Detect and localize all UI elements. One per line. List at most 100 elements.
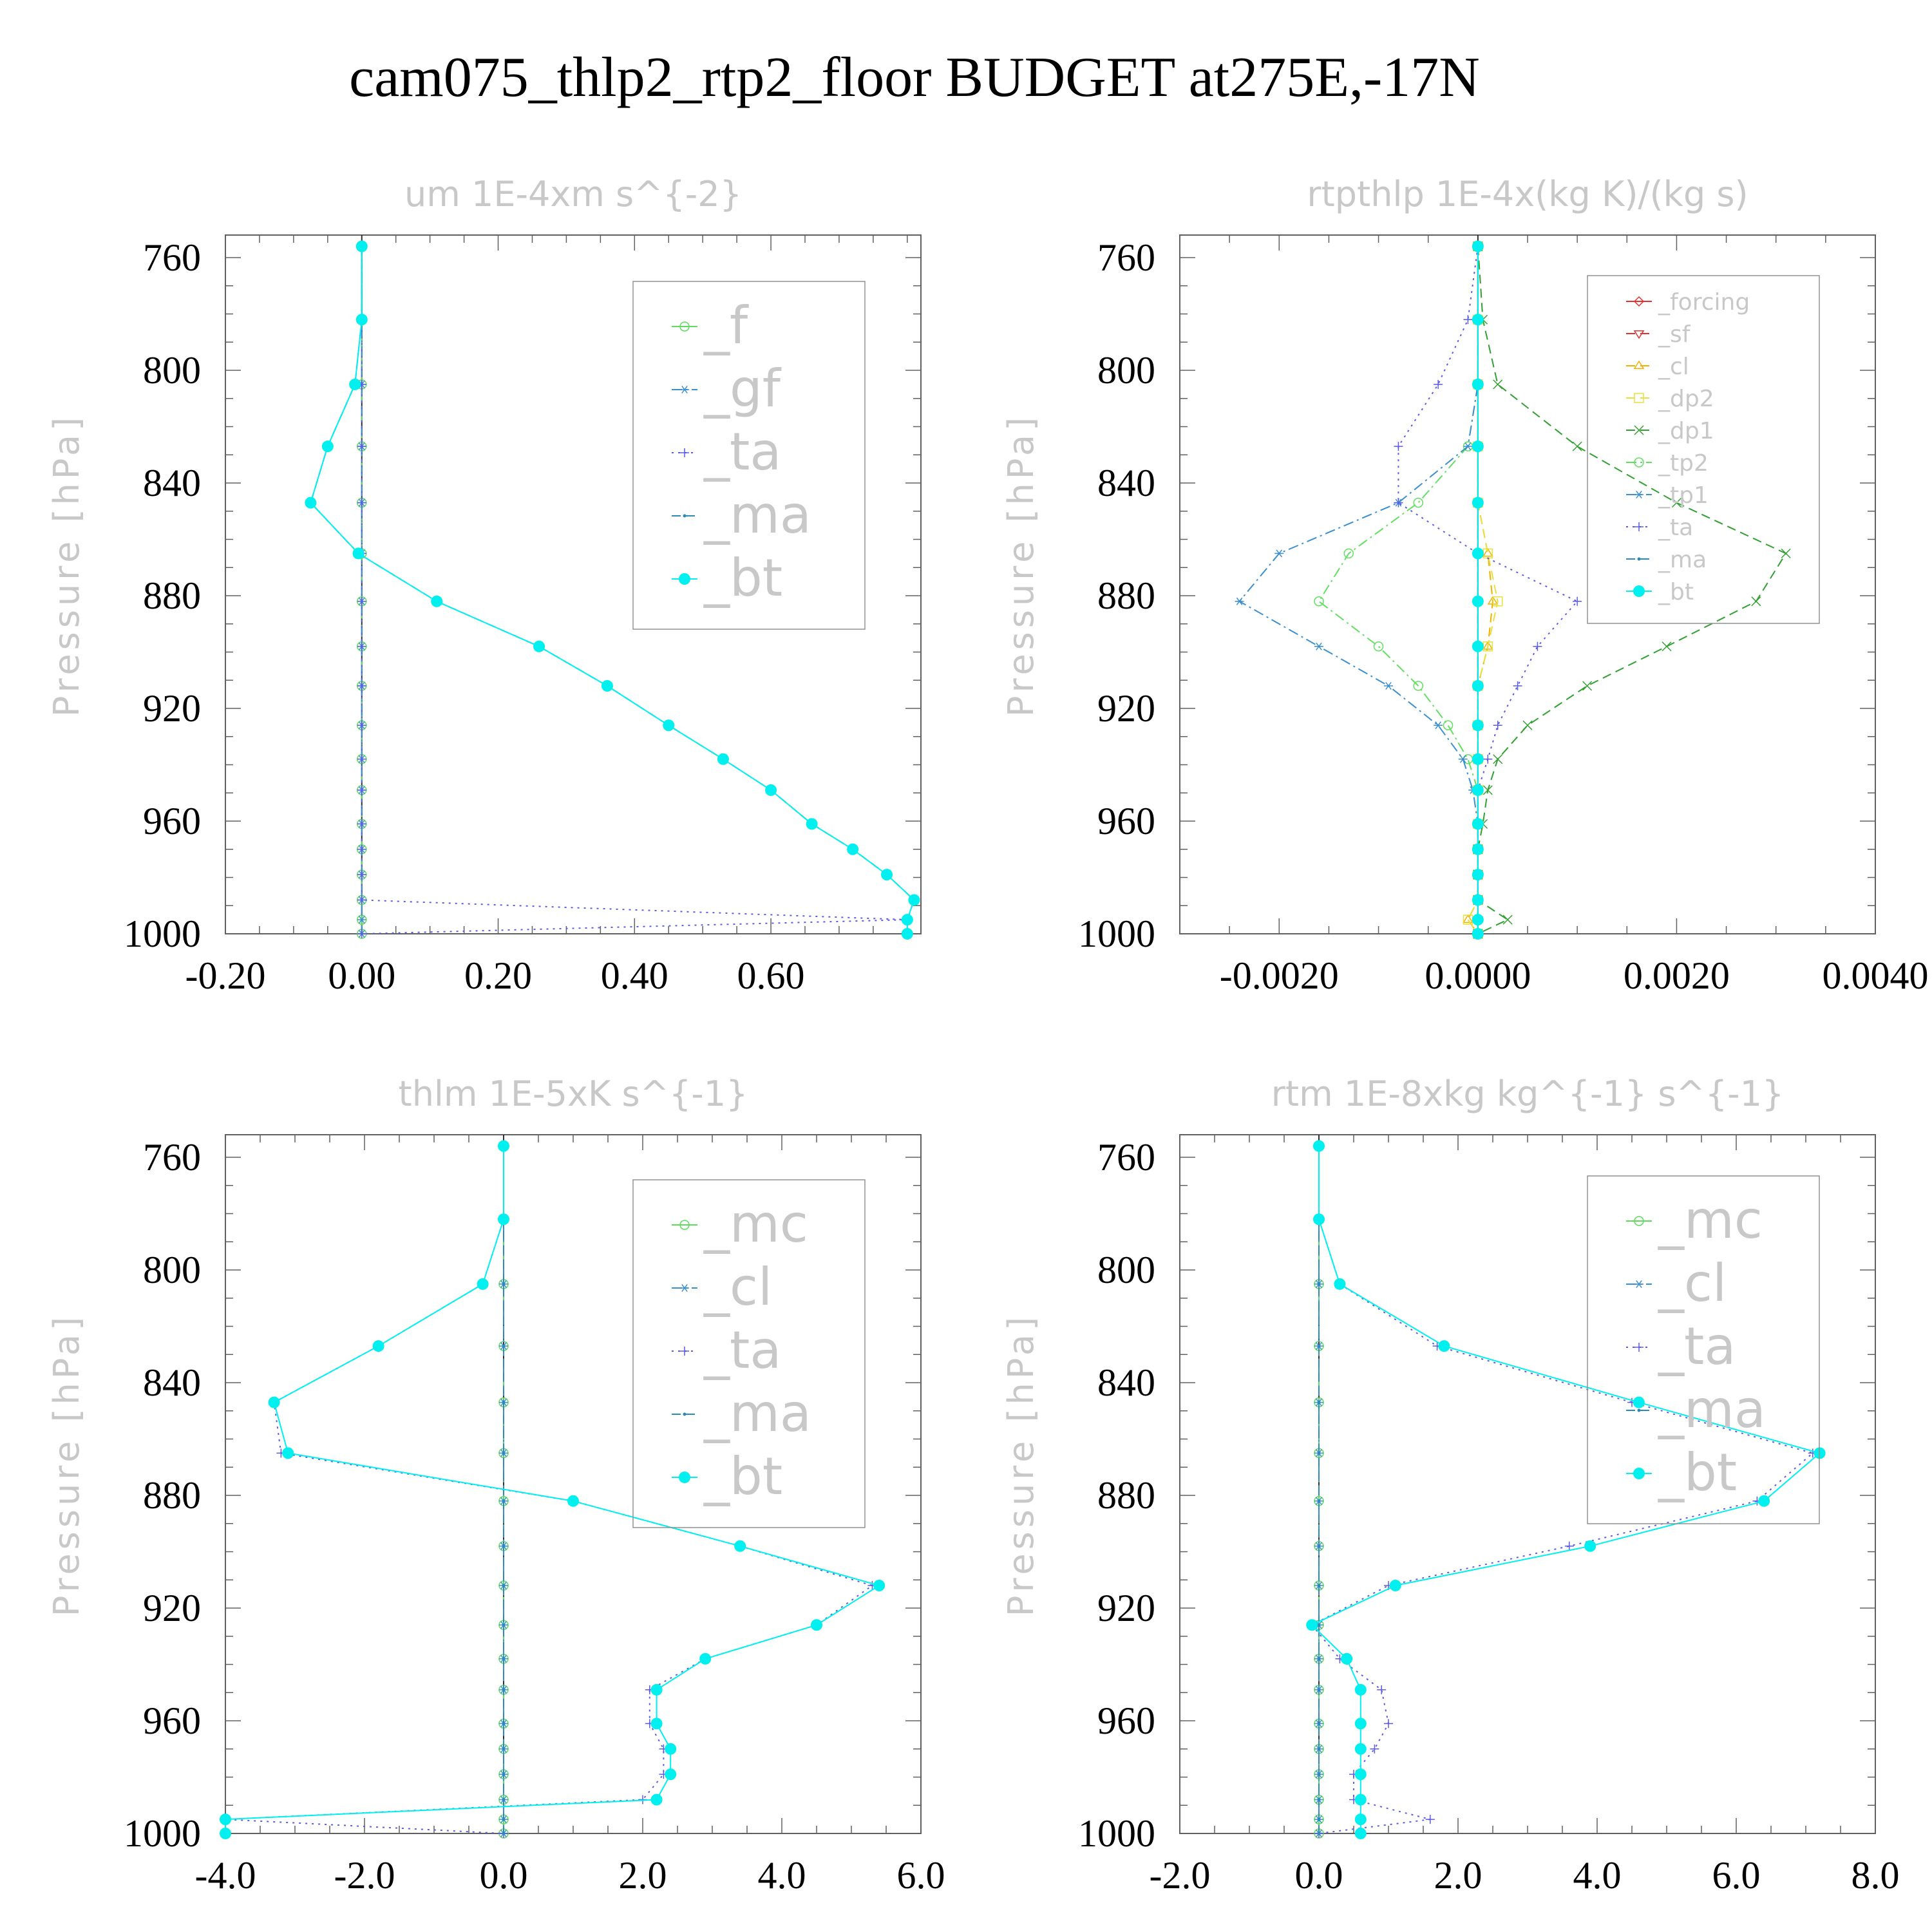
data-point xyxy=(1493,754,1503,764)
data-point xyxy=(1317,1544,1321,1548)
data-point xyxy=(1341,1653,1353,1665)
data-point xyxy=(1313,1140,1325,1152)
data-point xyxy=(502,1584,506,1587)
data-point xyxy=(1434,379,1443,389)
data-point xyxy=(1317,1798,1321,1801)
data-point xyxy=(699,1653,712,1665)
data-point xyxy=(1472,378,1484,390)
legend-marker xyxy=(1634,393,1644,403)
data-point xyxy=(1493,721,1502,730)
data-point xyxy=(1370,1744,1379,1754)
data-point xyxy=(502,1721,506,1725)
x-tick-label: 2.0 xyxy=(1434,1854,1482,1897)
data-point xyxy=(1463,315,1473,325)
data-point xyxy=(1313,1213,1325,1226)
data-point xyxy=(1317,1657,1321,1661)
legend-label: _ta xyxy=(1658,515,1693,541)
data-point xyxy=(1354,1814,1367,1826)
data-point xyxy=(1317,1584,1321,1587)
data-point xyxy=(502,1817,506,1821)
y-tick-label: 760 xyxy=(143,236,201,279)
data-point xyxy=(1317,1832,1321,1835)
legend-box xyxy=(632,281,866,630)
legend-marker xyxy=(679,1220,690,1230)
data-point xyxy=(357,785,366,795)
data-point xyxy=(1482,641,1493,650)
data-point xyxy=(1463,442,1473,451)
x-tick-label: 8.0 xyxy=(1852,1854,1900,1897)
data-point xyxy=(502,1401,506,1405)
data-point xyxy=(502,1451,506,1455)
data-point xyxy=(533,640,545,652)
panel-title: thlm 1E-5xK s^{-1} xyxy=(399,1074,748,1114)
x-tick-label: -0.20 xyxy=(185,954,266,997)
data-point xyxy=(502,1798,506,1801)
data-point xyxy=(1394,442,1403,451)
plot-frame xyxy=(225,234,922,934)
data-point xyxy=(1384,1719,1393,1728)
legend-marker xyxy=(1637,1408,1641,1412)
data-point xyxy=(1662,641,1672,652)
y-axis-label: Pressure [hPa] xyxy=(46,1313,87,1616)
y-tick-label: 960 xyxy=(1097,1700,1155,1742)
series-ma xyxy=(1317,1144,1321,1835)
data-point xyxy=(357,721,366,730)
x-tick-label: 0.20 xyxy=(464,954,532,997)
data-point xyxy=(282,1447,294,1459)
legend-marker xyxy=(1634,1216,1644,1226)
y-tick-label: 1000 xyxy=(1078,913,1155,955)
data-point xyxy=(1472,497,1484,509)
x-tick-label: 0.0040 xyxy=(1823,954,1929,997)
legend-label: _ma xyxy=(1658,547,1707,573)
legend-marker xyxy=(680,385,689,394)
data-point xyxy=(1354,1828,1367,1839)
y-tick-label: 760 xyxy=(143,1136,201,1179)
y-tick-label: 840 xyxy=(143,1361,201,1404)
legend-marker xyxy=(1633,360,1645,369)
legend: _mc_cl_ta_ma_bt xyxy=(1587,1175,1820,1524)
data-point xyxy=(1373,641,1384,652)
y-axis-label: Pressure [hPa] xyxy=(1001,413,1041,717)
data-point xyxy=(1317,1721,1321,1725)
data-point xyxy=(357,641,366,651)
data-point xyxy=(357,929,366,938)
data-point xyxy=(1492,596,1503,607)
legend-label: _dp1 xyxy=(1658,418,1714,444)
data-point xyxy=(1482,785,1493,795)
data-point xyxy=(650,1718,663,1730)
series-bt xyxy=(1306,1140,1826,1839)
data-point xyxy=(1384,681,1393,690)
data-point xyxy=(1235,597,1244,605)
y-tick-label: 880 xyxy=(143,574,201,617)
y-tick-label: 760 xyxy=(1097,1136,1155,1179)
data-point xyxy=(847,843,859,855)
legend-marker xyxy=(1633,585,1645,597)
series-bt xyxy=(220,1140,886,1839)
y-tick-label: 920 xyxy=(143,687,201,730)
legend-label: _cl xyxy=(1658,1253,1727,1313)
y-tick-label: 920 xyxy=(1097,687,1155,730)
data-point xyxy=(1314,642,1323,650)
x-tick-label: 0.0000 xyxy=(1425,954,1531,997)
data-point xyxy=(1472,719,1484,732)
data-point xyxy=(734,1540,746,1552)
plot-frame xyxy=(1179,1134,1876,1834)
data-point xyxy=(1306,1619,1318,1631)
y-axis-label: Pressure [hPa] xyxy=(1001,1313,1041,1616)
legend-label: _sf xyxy=(1658,321,1691,348)
data-point xyxy=(806,818,818,830)
legend: _f_gf_ta_ma_bt xyxy=(632,281,866,630)
legend-label: _cl xyxy=(703,1257,772,1317)
data-point xyxy=(502,1623,506,1627)
legend-marker xyxy=(1634,522,1643,531)
legend-label: _ta xyxy=(1658,1316,1736,1376)
data-point xyxy=(1314,596,1324,607)
data-point xyxy=(1781,548,1791,558)
y-axis-label: Pressure [hPa] xyxy=(46,413,87,717)
data-point xyxy=(1472,547,1484,560)
data-point xyxy=(268,1396,280,1408)
data-point xyxy=(1394,498,1403,507)
data-point xyxy=(357,844,366,854)
